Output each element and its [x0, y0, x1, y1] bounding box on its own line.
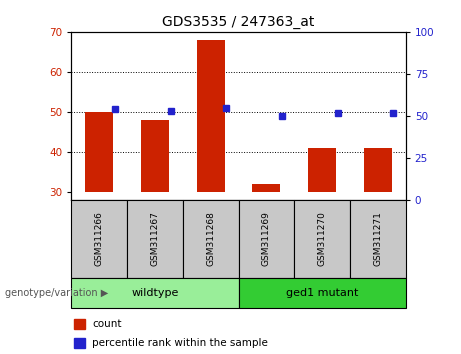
Bar	[308, 148, 336, 192]
Bar	[253, 184, 280, 192]
Bar	[127, 200, 183, 278]
Text: GSM311271: GSM311271	[373, 211, 382, 267]
Text: GSM311270: GSM311270	[318, 211, 327, 267]
Text: wildtype: wildtype	[131, 288, 179, 298]
Bar	[364, 148, 392, 192]
Bar	[71, 200, 127, 278]
Text: GSM311267: GSM311267	[150, 211, 160, 267]
Text: percentile rank within the sample: percentile rank within the sample	[92, 338, 268, 348]
Text: genotype/variation ▶: genotype/variation ▶	[5, 288, 108, 298]
Text: GSM311268: GSM311268	[206, 211, 215, 267]
Bar	[197, 40, 225, 192]
Text: GSM311269: GSM311269	[262, 211, 271, 267]
Title: GDS3535 / 247363_at: GDS3535 / 247363_at	[162, 16, 315, 29]
Bar	[238, 200, 294, 278]
Text: GSM311266: GSM311266	[95, 211, 104, 267]
Text: count: count	[92, 319, 122, 329]
Bar	[85, 112, 113, 192]
Bar	[183, 200, 238, 278]
Bar	[294, 200, 350, 278]
Bar	[238, 278, 406, 308]
Text: ged1 mutant: ged1 mutant	[286, 288, 358, 298]
Bar	[350, 200, 406, 278]
Bar	[141, 120, 169, 192]
Bar	[71, 278, 239, 308]
